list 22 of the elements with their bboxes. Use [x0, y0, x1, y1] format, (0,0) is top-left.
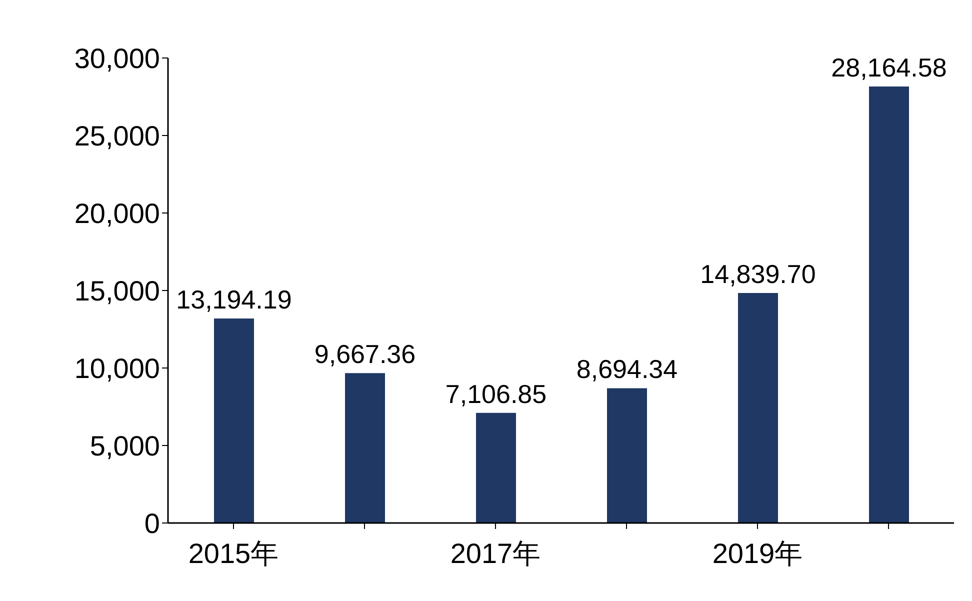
data-label: 9,667.36	[314, 339, 416, 370]
bar	[214, 318, 254, 523]
y-tick-label: 20,000	[74, 198, 160, 229]
x-tick-label: 2017年	[450, 538, 541, 569]
bar	[738, 292, 778, 523]
y-tick-label: 15,000	[74, 275, 160, 306]
bar	[476, 412, 516, 523]
bar	[869, 86, 909, 523]
data-label: 13,194.19	[176, 284, 292, 314]
data-label: 8,694.34	[576, 354, 678, 384]
data-label: 14,839.70	[700, 258, 816, 289]
x-tick-label: 2015年	[188, 538, 279, 569]
y-tick-label: 25,000	[74, 120, 160, 152]
data-label: 7,106.85	[445, 378, 547, 409]
y-tick-label: 0	[144, 508, 160, 539]
bar	[345, 373, 385, 523]
bar	[607, 388, 647, 523]
y-tick-label: 10,000	[74, 352, 160, 384]
data-label: 28,164.58	[831, 52, 947, 82]
y-tick-label: 5,000	[90, 430, 160, 462]
x-tick-label: 2019年	[712, 538, 803, 569]
y-tick-label: 30,000	[74, 42, 160, 74]
